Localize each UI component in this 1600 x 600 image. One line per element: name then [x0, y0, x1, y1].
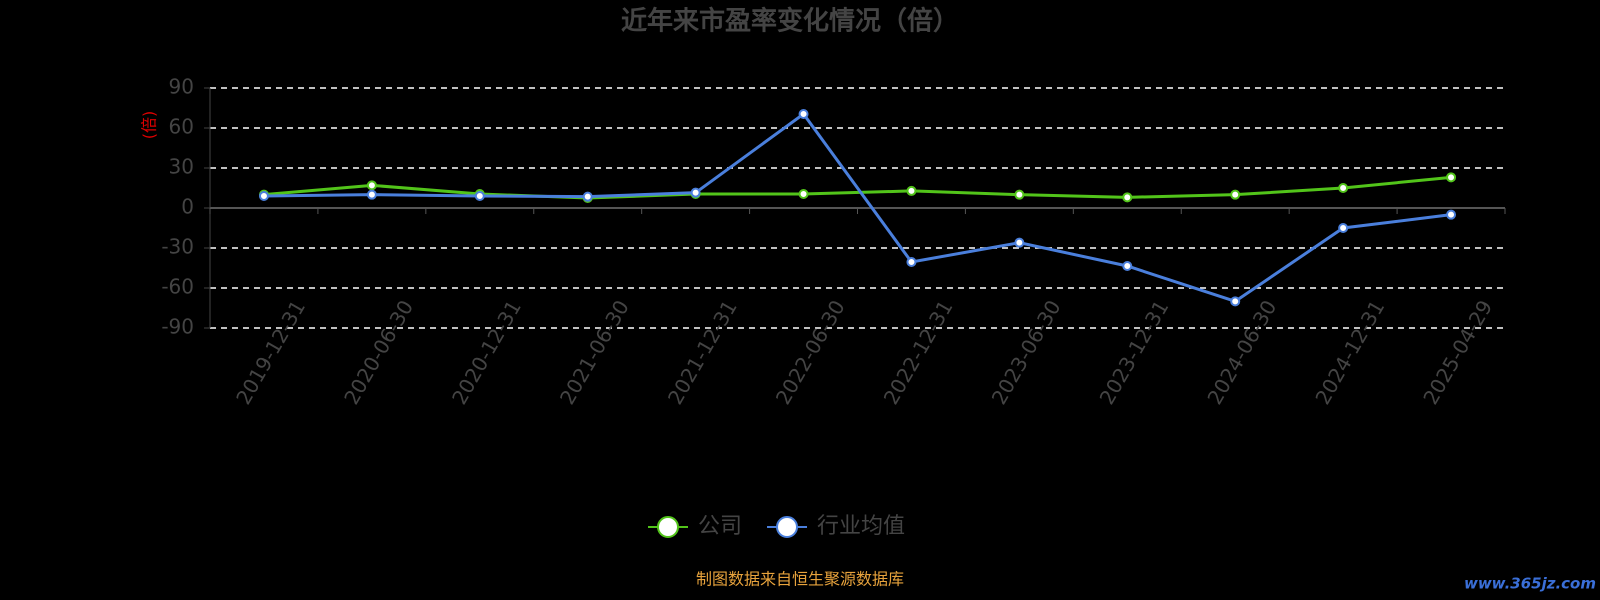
- y-tick-label: -90: [161, 315, 194, 339]
- x-tick-label: 2025-04-29: [1418, 296, 1497, 409]
- data-point: [1230, 189, 1241, 200]
- data-point: [366, 189, 377, 200]
- data-point: [1446, 172, 1457, 183]
- data-point: [906, 257, 917, 267]
- x-tick-label: 2021-06-30: [555, 296, 634, 409]
- y-tick-label: 60: [169, 115, 194, 139]
- watermark: www.365jz.com: [1464, 575, 1596, 593]
- x-tick-label: 2021-12-31: [663, 296, 742, 409]
- y-tick-label: 90: [169, 75, 194, 99]
- data-point: [1338, 223, 1349, 233]
- x-tick-label: 2022-12-31: [879, 296, 958, 409]
- y-tick-label: 30: [169, 155, 194, 179]
- data-point: [258, 191, 269, 201]
- x-tick-label: 2020-06-30: [339, 296, 418, 409]
- y-tick-label: -30: [161, 235, 194, 259]
- series-line: [263, 111, 1452, 303]
- y-tick-label: -60: [161, 275, 194, 299]
- data-point: [474, 191, 485, 201]
- data-point: [1014, 237, 1025, 248]
- series-line: [263, 175, 1452, 200]
- x-tick-label: 2023-06-30: [987, 296, 1066, 409]
- data-point: [1446, 209, 1457, 220]
- x-tick-label: 2020-12-31: [447, 296, 526, 409]
- legend-label: 公司: [698, 514, 742, 539]
- data-point: [690, 187, 701, 198]
- data-point: [798, 109, 809, 119]
- x-tick-label: 2023-12-31: [1095, 296, 1174, 409]
- source-note: 制图数据来自恒生聚源数据库: [696, 570, 904, 589]
- chart-title: 近年来市盈率变化情况（倍）: [621, 6, 959, 37]
- data-point: [1338, 183, 1349, 193]
- x-tick-label: 2019-12-31: [231, 296, 310, 409]
- x-tick-label: 2022-06-30: [771, 296, 850, 409]
- data-point: [1122, 261, 1133, 271]
- data-point: [798, 189, 809, 199]
- data-point: [906, 185, 917, 196]
- legend-marker: [776, 516, 799, 538]
- y-axis-label: (倍): [140, 111, 159, 140]
- data-point: [1230, 296, 1241, 307]
- data-point: [366, 180, 377, 191]
- x-tick-label: 2024-06-30: [1202, 296, 1281, 409]
- data-point: [1122, 192, 1133, 203]
- y-tick-label: 0: [181, 195, 194, 219]
- legend-marker: [657, 516, 679, 538]
- x-tick-label: 2024-12-31: [1310, 296, 1389, 409]
- legend-label: 行业均值: [817, 514, 905, 539]
- data-point: [582, 191, 593, 202]
- data-point: [1014, 189, 1025, 200]
